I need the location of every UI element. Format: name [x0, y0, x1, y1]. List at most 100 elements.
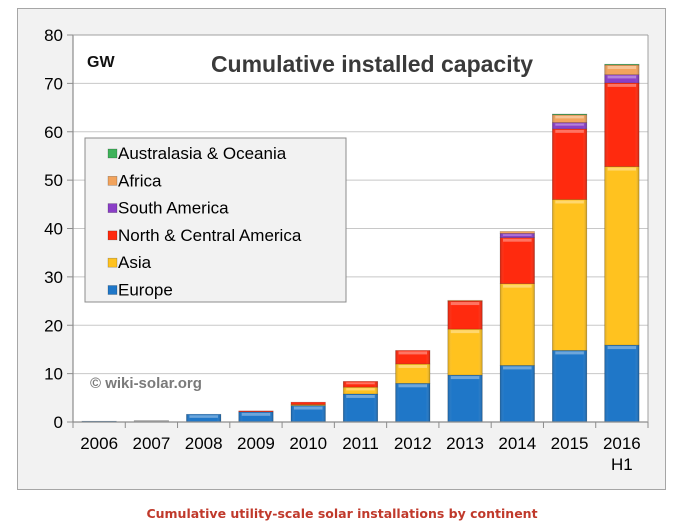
bar-segment-shading: [343, 387, 378, 394]
bar-segment-shading: [447, 375, 483, 422]
bar-segment-shading: [604, 82, 640, 167]
bar-segment-shading: [552, 114, 587, 123]
bar-segment-highlight: [503, 366, 532, 370]
bar-segment-shading: [552, 199, 587, 351]
bar-segment-highlight: [189, 415, 218, 418]
legend-label: South America: [118, 199, 229, 218]
bar-segment-highlight: [346, 394, 375, 398]
bar-segment-shading: [290, 405, 326, 422]
bar-segment-highlight: [555, 351, 584, 355]
x-tick-label: 2014: [498, 434, 536, 453]
bar-segment-highlight: [607, 346, 637, 350]
bar-segment-shading: [500, 237, 535, 284]
bar-segment-australasia-oceania: [552, 113, 588, 116]
watermark: © wiki-solar.org: [90, 375, 202, 392]
legend-label: North & Central America: [118, 226, 302, 245]
bar-segment-north-central-america: [290, 401, 326, 405]
legend-label: Australasia & Oceania: [118, 144, 287, 163]
bar-segment-highlight: [607, 167, 637, 171]
bar-segment-highlight: [398, 364, 428, 368]
x-tick-label: 2016: [603, 434, 641, 453]
legend-label: Europe: [118, 281, 173, 300]
legend-swatch: [107, 176, 118, 186]
bar-segment-africa: [447, 299, 483, 302]
legend-swatch: [107, 230, 118, 241]
bar-segment-highlight: [450, 302, 480, 306]
x-tick-label: 2010: [289, 434, 327, 453]
bar-stack: [395, 350, 431, 423]
legend-swatch: [107, 148, 118, 159]
y-tick-label: 20: [44, 316, 63, 335]
bar-stack: [447, 299, 483, 423]
y-tick-label: 30: [44, 268, 63, 287]
bar-segment-shading: [604, 166, 640, 346]
chart-title: Cumulative installed capacity: [211, 51, 533, 77]
bar-segment-shading: [500, 233, 535, 238]
bar-segment-highlight: [293, 406, 323, 410]
bar-segment-highlight: [607, 75, 637, 79]
unit-label: GW: [87, 54, 115, 71]
bar-segment-africa: [499, 231, 535, 234]
legend-swatch: [107, 285, 118, 295]
bar-stack: [186, 413, 222, 423]
legend-swatch: [107, 257, 118, 268]
bar-segment-shading: [552, 122, 587, 129]
bar-segment-shading: [604, 345, 640, 422]
bar-segment-shading: [552, 128, 587, 200]
legend-item: North & Central America: [107, 226, 302, 245]
bar-segment-highlight: [346, 388, 375, 391]
bar-segment-highlight: [398, 351, 428, 355]
legend-label: Africa: [118, 171, 162, 190]
bar-segment-north-central-america: [238, 410, 274, 413]
figure-caption: Cumulative utility-scale solar installat…: [146, 506, 538, 521]
bar-segment-highlight: [398, 384, 428, 388]
legend-item: Africa: [107, 171, 162, 190]
bar-stack: [290, 401, 326, 423]
bar-segment-highlight: [555, 115, 584, 119]
x-tick-label: 2015: [551, 434, 589, 453]
x-tick-label: 2013: [446, 434, 484, 453]
bar-segment-shading: [395, 363, 431, 384]
bar-segment-highlight: [503, 234, 532, 236]
legend-label: Asia: [118, 253, 152, 272]
bar-segment-shading: [395, 383, 431, 422]
bar-segment-highlight: [241, 412, 271, 416]
x-tick-label: H1: [611, 455, 633, 474]
y-tick-label: 40: [44, 220, 63, 239]
bar-stack: [238, 410, 274, 423]
bar-segment-highlight: [555, 123, 584, 126]
bar-segment-shading: [395, 350, 431, 364]
x-tick-label: 2011: [342, 434, 379, 453]
bar-segment-highlight: [503, 238, 532, 242]
y-tick-label: 70: [44, 74, 63, 93]
bar-segment-shading: [500, 365, 535, 422]
x-tick-label: 2012: [394, 434, 432, 453]
bar-segment-shading: [500, 283, 535, 366]
legend-item: Europe: [107, 281, 173, 300]
bar-segment-shading: [343, 393, 378, 422]
bar-segment-highlight: [555, 200, 584, 204]
x-tick-label: 2009: [237, 434, 275, 453]
bar-segment-shading: [186, 414, 221, 422]
y-tick-label: 80: [44, 26, 63, 45]
y-tick-label: 60: [44, 123, 63, 142]
x-tick-label: 2006: [80, 434, 118, 453]
bar-segment-highlight: [555, 129, 584, 133]
bar-segment-highlight: [450, 376, 480, 380]
bar-segment-shading: [552, 350, 587, 422]
legend-box: [84, 137, 347, 303]
legend-item: Australasia & Oceania: [107, 144, 287, 163]
bar-segment-highlight: [607, 65, 637, 69]
legend: Australasia & Oceania Africa South America…: [84, 137, 347, 303]
y-tick-label: 50: [44, 171, 63, 190]
bar-segment-shading: [604, 74, 640, 83]
bar-segment-shading: [447, 301, 483, 330]
bar-segment-shading: [604, 64, 640, 75]
bar-segment-australasia-oceania: [604, 63, 640, 66]
x-tick-label: 2008: [185, 434, 223, 453]
bar-stack: [552, 113, 588, 423]
bar-segment-highlight: [450, 330, 480, 334]
legend-item: Asia: [107, 253, 152, 272]
bar-stack: [342, 381, 379, 423]
x-tick-label: 2007: [132, 434, 170, 453]
